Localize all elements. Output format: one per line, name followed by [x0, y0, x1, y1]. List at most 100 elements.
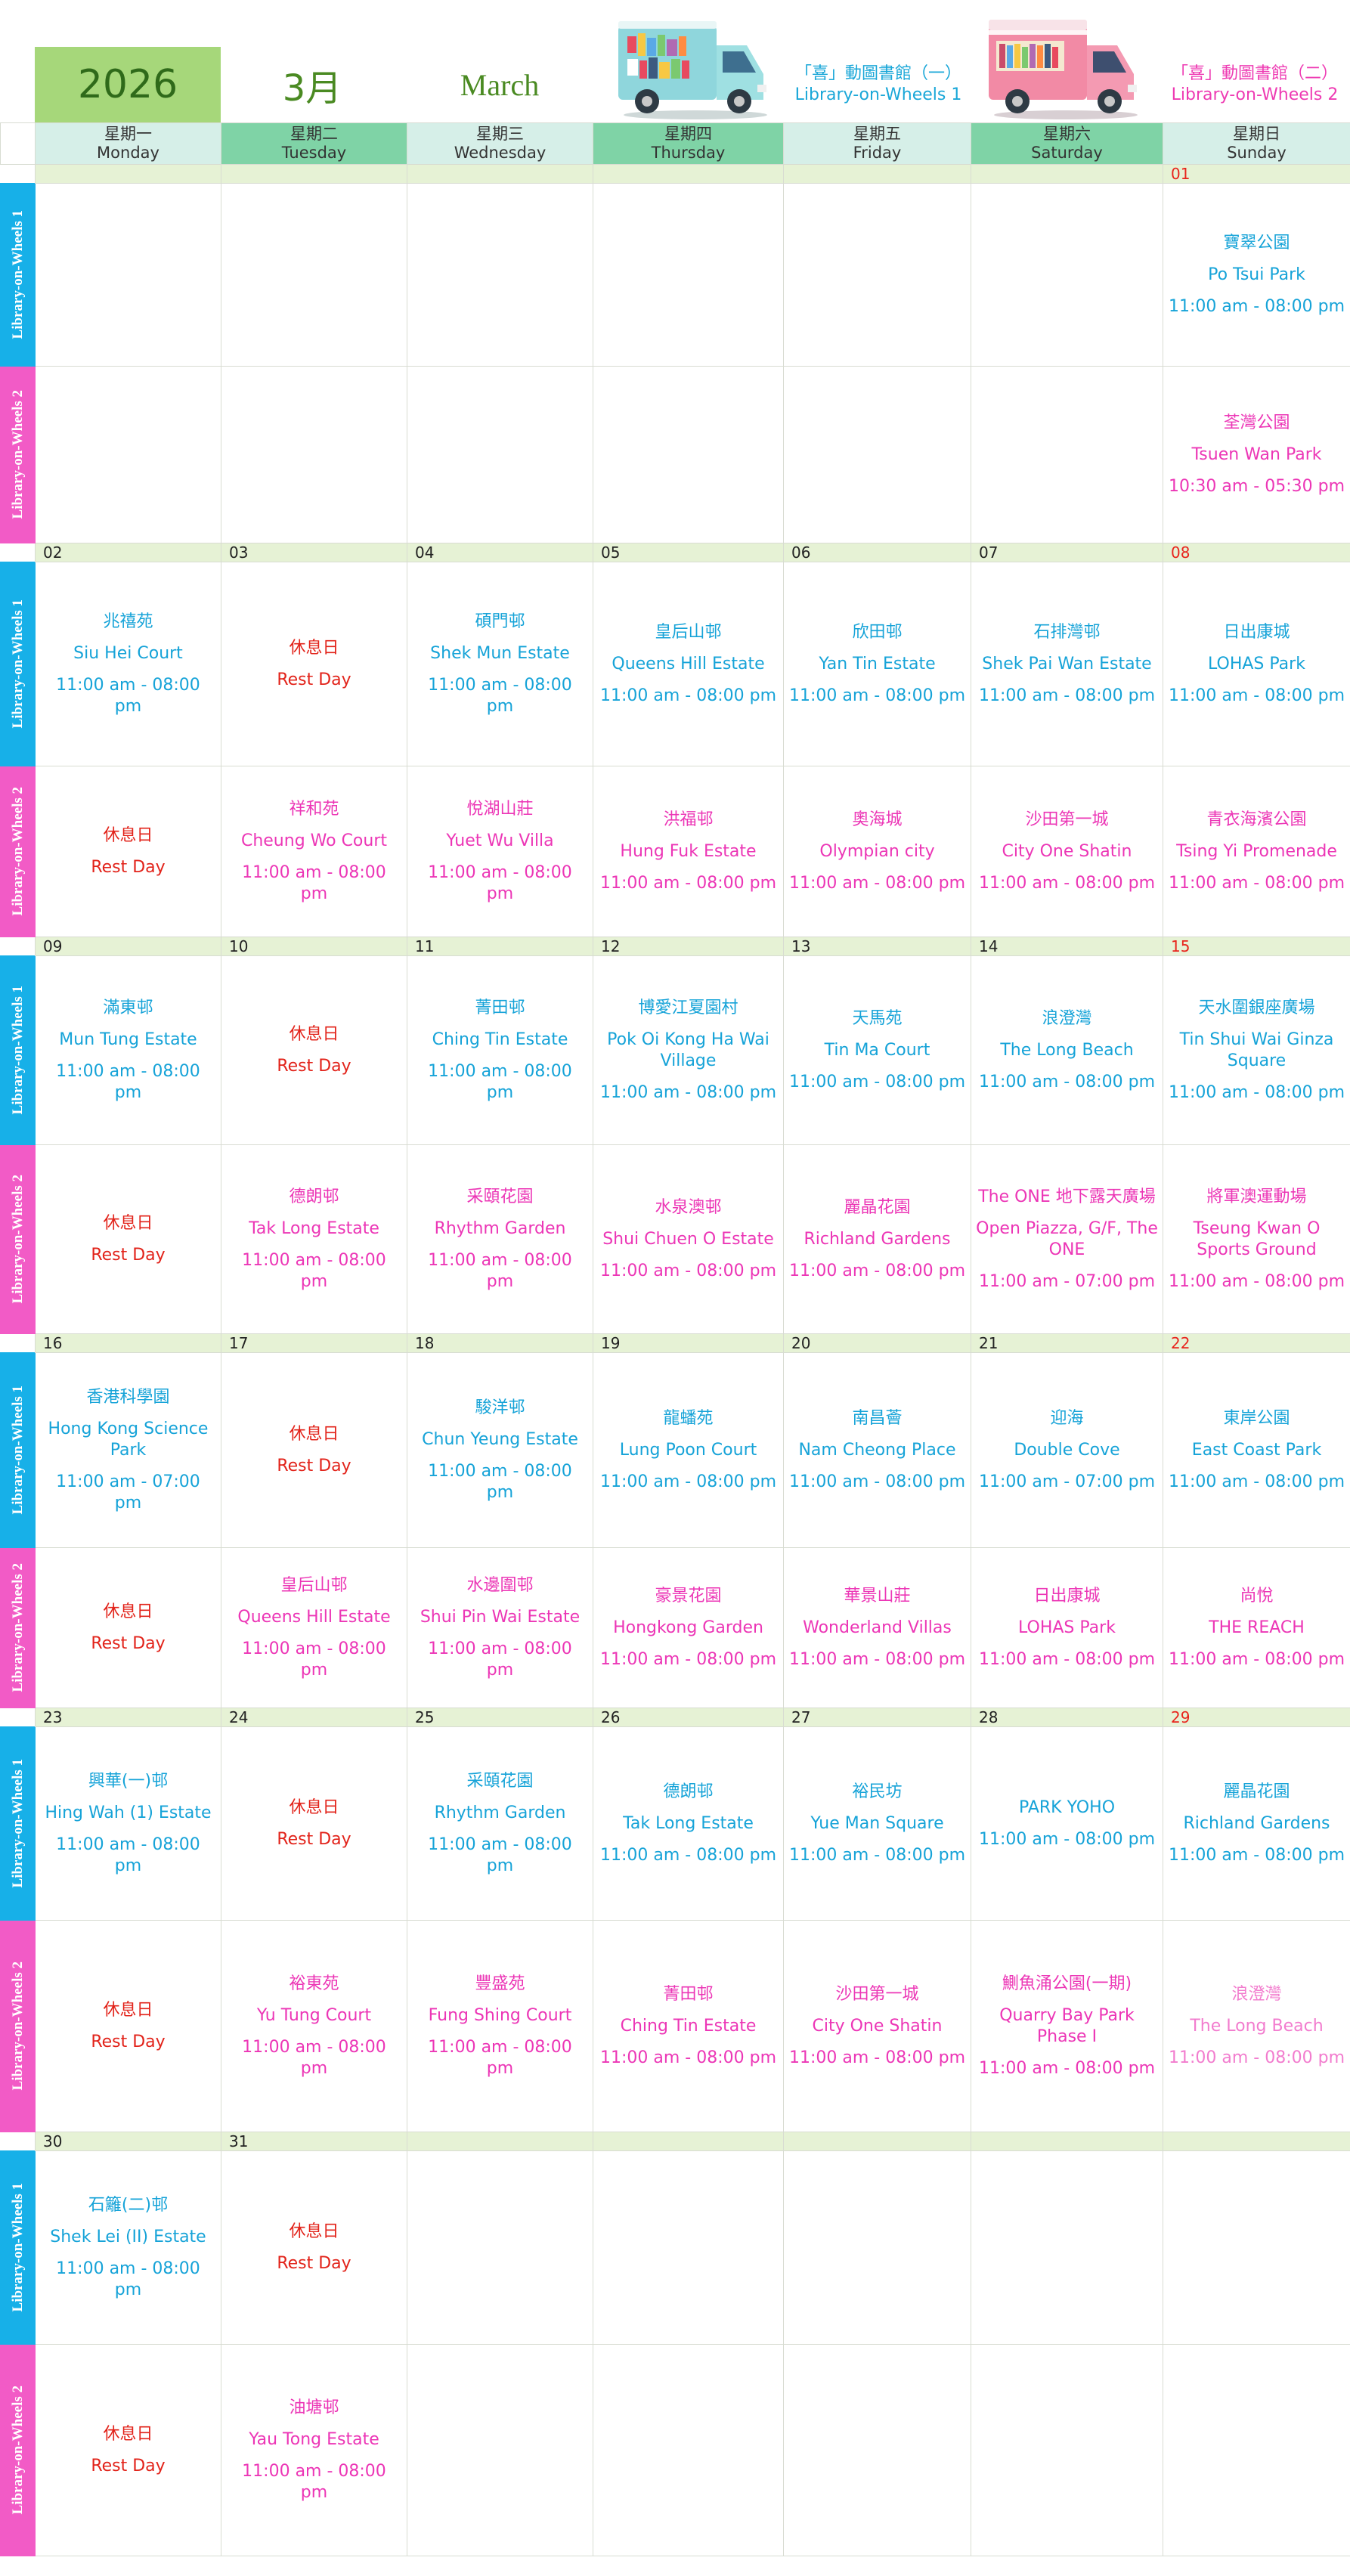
- opening-hours: 11:00 am - 08:00 pm: [1168, 1649, 1345, 1669]
- venue-english: Hong Kong Science Park: [48, 1419, 209, 1460]
- venue-chinese: 將軍澳運動場: [1206, 1187, 1307, 1206]
- venue-chinese: The ONE 地下露天廣場: [978, 1187, 1156, 1206]
- library-1-side-label: Library-on-Wheels 1: [0, 2150, 36, 2345]
- opening-hours: 11:00 am - 08:00 pm: [428, 2037, 572, 2078]
- venue-english: Tsing Yi Promenade: [1176, 841, 1337, 861]
- schedule-cell: 皇后山邨 Queens Hill Estate 11:00 am - 08:00 p…: [221, 1547, 407, 1708]
- venue-english: Queens Hill Estate: [237, 1607, 391, 1627]
- venue-chinese: 休息日: [103, 2424, 153, 2444]
- venue-chinese: 休息日: [289, 2221, 339, 2241]
- library-2-title-en: Library-on-Wheels 2: [1171, 85, 1339, 104]
- date-number: 02: [35, 543, 221, 562]
- date-number: 09: [35, 937, 221, 956]
- side-label-text: Library-on-Wheels 1: [10, 210, 26, 339]
- date-row: 16 17 18 19 20 21 22: [0, 1333, 1350, 1353]
- venue-english: Nam Cheong Place: [798, 1440, 956, 1460]
- side-label-text: Library-on-Wheels 2: [10, 1563, 26, 1692]
- venue-english: Tseung Kwan O Sports Ground: [1193, 1218, 1321, 1259]
- venue-chinese: 休息日: [103, 1602, 153, 1621]
- venue-chinese: 青衣海濱公園: [1206, 810, 1307, 829]
- library-1-side-label: Library-on-Wheels 1: [0, 955, 36, 1145]
- weekday-thursday: 星期四 Thursday: [593, 122, 784, 165]
- venue-chinese: 麗晶花園: [1223, 1782, 1290, 1801]
- schedule-cell: 迎海 Double Cove 11:00 am - 07:00 pm: [971, 1352, 1163, 1548]
- opening-hours: 11:00 am - 08:00 pm: [788, 1261, 966, 1280]
- venue-english: Shui Pin Wai Estate: [420, 1607, 581, 1627]
- schedule-cell: [407, 366, 593, 543]
- opening-hours: 11:00 am - 08:00 pm: [788, 1845, 966, 1865]
- opening-hours: 11:00 am - 08:00 pm: [56, 675, 200, 716]
- venue-chinese: 東岸公園: [1223, 1408, 1290, 1428]
- library-2-side-label: Library-on-Wheels 2: [0, 2344, 36, 2556]
- venue-english: Yau Tong Estate: [249, 2429, 379, 2449]
- date-number: 10: [221, 937, 407, 956]
- venue-chinese: 駿洋邨: [475, 1398, 525, 1417]
- venue-chinese: 休息日: [289, 1024, 339, 1044]
- venue-english: Rhythm Garden: [434, 1218, 566, 1238]
- year-badge: 2026: [35, 47, 221, 122]
- venue-chinese: 石籬(二)邨: [88, 2195, 169, 2215]
- date-row: 30 31: [0, 2132, 1350, 2151]
- date-row-spacer: [0, 543, 36, 562]
- schedule-cell: 鰂魚涌公園(一期) Quarry Bay Park Phase I 11:00 am…: [971, 1920, 1163, 2132]
- date-number: [1163, 2132, 1350, 2151]
- venue-chinese: 鰂魚涌公園(一期): [1002, 1974, 1132, 1993]
- venue-english: Rest Day: [277, 1829, 351, 1849]
- date-number: [221, 164, 407, 184]
- venue-english: Hung Fuk Estate: [620, 841, 757, 861]
- opening-hours: 11:00 am - 08:00 pm: [428, 1834, 572, 1875]
- schedule-cell: 德朗邨 Tak Long Estate 11:00 am - 08:00 pm: [593, 1726, 784, 1921]
- library-2-side-label: Library-on-Wheels 2: [0, 1547, 36, 1708]
- venue-chinese: 悅湖山莊: [466, 799, 534, 819]
- venue-chinese: 裕民坊: [852, 1782, 903, 1801]
- date-number: 13: [783, 937, 971, 956]
- date-number: 23: [35, 1708, 221, 1727]
- venue-chinese: 皇后山邨: [655, 622, 722, 642]
- opening-hours: 11:00 am - 08:00 pm: [599, 1082, 777, 1102]
- schedule-cell: 天水圍銀座廣場 Tin Shui Wai Ginza Square 11:00 am…: [1163, 955, 1350, 1145]
- schedule-cell: [593, 2150, 784, 2345]
- schedule-cell: [783, 2344, 971, 2556]
- venue-english: Chun Yeung Estate: [422, 1429, 578, 1449]
- venue-chinese: 洪福邨: [663, 810, 714, 829]
- venue-english: Lung Poon Court: [619, 1440, 757, 1460]
- venue-chinese: 荃灣公園: [1223, 413, 1290, 432]
- schedule-cell: 豐盛苑 Fung Shing Court 11:00 am - 08:00 pm: [407, 1920, 593, 2132]
- venue-english: LOHAS Park: [1018, 1618, 1116, 1637]
- venue-english: Tin Shui Wai Ginza Square: [1179, 1029, 1334, 1070]
- venue-english: Shek Pai Wan Estate: [982, 654, 1152, 673]
- venue-english: LOHAS Park: [1208, 654, 1305, 673]
- venue-chinese: 豐盛苑: [475, 1974, 525, 1993]
- venue-chinese: 天馬苑: [852, 1008, 903, 1028]
- venue-english: Rest Day: [91, 1633, 166, 1653]
- venue-english: Yuet Wu Villa: [446, 831, 554, 850]
- venue-english: Shek Lei (II) Estate: [50, 2227, 206, 2246]
- schedule-cell: [221, 366, 407, 543]
- venue-english: The Long Beach: [1190, 2016, 1324, 2036]
- venue-english: Shek Mun Estate: [430, 643, 570, 663]
- opening-hours: 11:00 am - 08:00 pm: [1168, 1472, 1345, 1491]
- venue-english: Pok Oi Kong Ha Wai Village: [607, 1029, 769, 1070]
- schedule-cell: [783, 366, 971, 543]
- side-label-text: Library-on-Wheels 2: [10, 2386, 26, 2515]
- date-number: 16: [35, 1333, 221, 1353]
- venue-chinese: 南昌薈: [852, 1408, 903, 1428]
- venue-chinese: 休息日: [289, 1424, 339, 1444]
- venue-english: Cheung Wo Court: [240, 831, 388, 850]
- date-number: 18: [407, 1333, 593, 1353]
- date-row-spacer: [0, 937, 36, 956]
- side-label-text: Library-on-Wheels 1: [10, 1386, 26, 1515]
- schedule-cell: [971, 2150, 1163, 2345]
- date-number: 06: [783, 543, 971, 562]
- venue-chinese: 博愛江夏園村: [638, 998, 738, 1017]
- schedule-cell: [407, 2344, 593, 2556]
- schedule-cell: 荃灣公園 Tsuen Wan Park 10:30 am - 05:30 pm: [1163, 366, 1350, 543]
- library-2-row: Library-on-Wheels 2 荃灣公園 Tsuen Wan Park 10:…: [0, 366, 1350, 543]
- venue-chinese: 華景山莊: [844, 1586, 911, 1605]
- date-number: 25: [407, 1708, 593, 1727]
- venue-english: Hing Wah (1) Estate: [45, 1803, 212, 1822]
- date-number: 30: [35, 2132, 221, 2151]
- venue-chinese: 祥和苑: [289, 799, 339, 819]
- date-number: 22: [1163, 1333, 1350, 1353]
- schedule-cell: PARK YOHO 11:00 am - 08:00 pm: [971, 1726, 1163, 1921]
